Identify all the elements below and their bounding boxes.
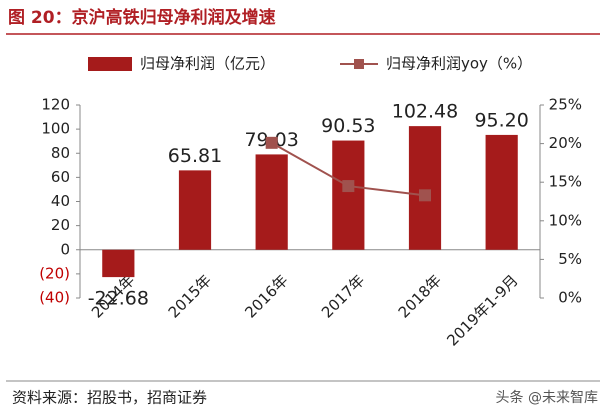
line-marker (342, 180, 355, 193)
line-marker (419, 189, 431, 202)
legend-label: 归母净利润yoy（%） (386, 55, 532, 73)
data-label: 102.48 (392, 101, 458, 123)
chart-title: 图 20：京沪高铁归母净利润及增速 (8, 7, 276, 28)
y2-tick-label: 5% (558, 250, 582, 268)
y2-tick-label: 15% (549, 173, 582, 191)
data-label: 65.81 (168, 145, 222, 167)
bar (332, 140, 365, 250)
y2-tick-label: 10% (549, 211, 582, 229)
y-tick-label: 80 (51, 144, 70, 162)
watermark: 头条 @未来智库 (496, 389, 598, 406)
y-tick-label: 20 (51, 216, 70, 234)
y-tick-label: 120 (41, 96, 70, 114)
y2-tick-label: 0% (558, 289, 582, 307)
data-label: 95.20 (474, 109, 528, 131)
y-tick-label: 0 (60, 240, 70, 258)
x-tick-label: 2018年 (395, 271, 445, 321)
x-tick-label: 2019年1-9月 (443, 271, 521, 349)
legend-marker (354, 59, 364, 69)
bar (485, 134, 518, 250)
data-label: -22.68 (88, 288, 149, 310)
y-tick-label: 60 (51, 168, 70, 186)
legend-swatch (88, 57, 132, 71)
x-tick-label: 2017年 (318, 271, 368, 321)
legend-label: 归母净利润（亿元） (140, 55, 275, 73)
x-tick-label: 2015年 (165, 271, 215, 321)
bar (178, 170, 212, 250)
bar (255, 154, 288, 250)
bar (408, 126, 442, 250)
y-tick-label: 40 (51, 192, 70, 210)
bar (102, 249, 135, 278)
x-tick-label: 2016年 (241, 271, 291, 321)
source: 资料来源：招股书，招商证券 (12, 389, 207, 407)
y2-tick-label: 25% (549, 96, 582, 114)
line-marker (265, 136, 278, 149)
data-label: 90.53 (321, 115, 375, 137)
y-tick-label: 100 (41, 120, 70, 138)
y-tick-label: (40) (39, 289, 70, 307)
y-tick-label: (20) (39, 264, 70, 282)
y2-tick-label: 20% (549, 134, 582, 152)
